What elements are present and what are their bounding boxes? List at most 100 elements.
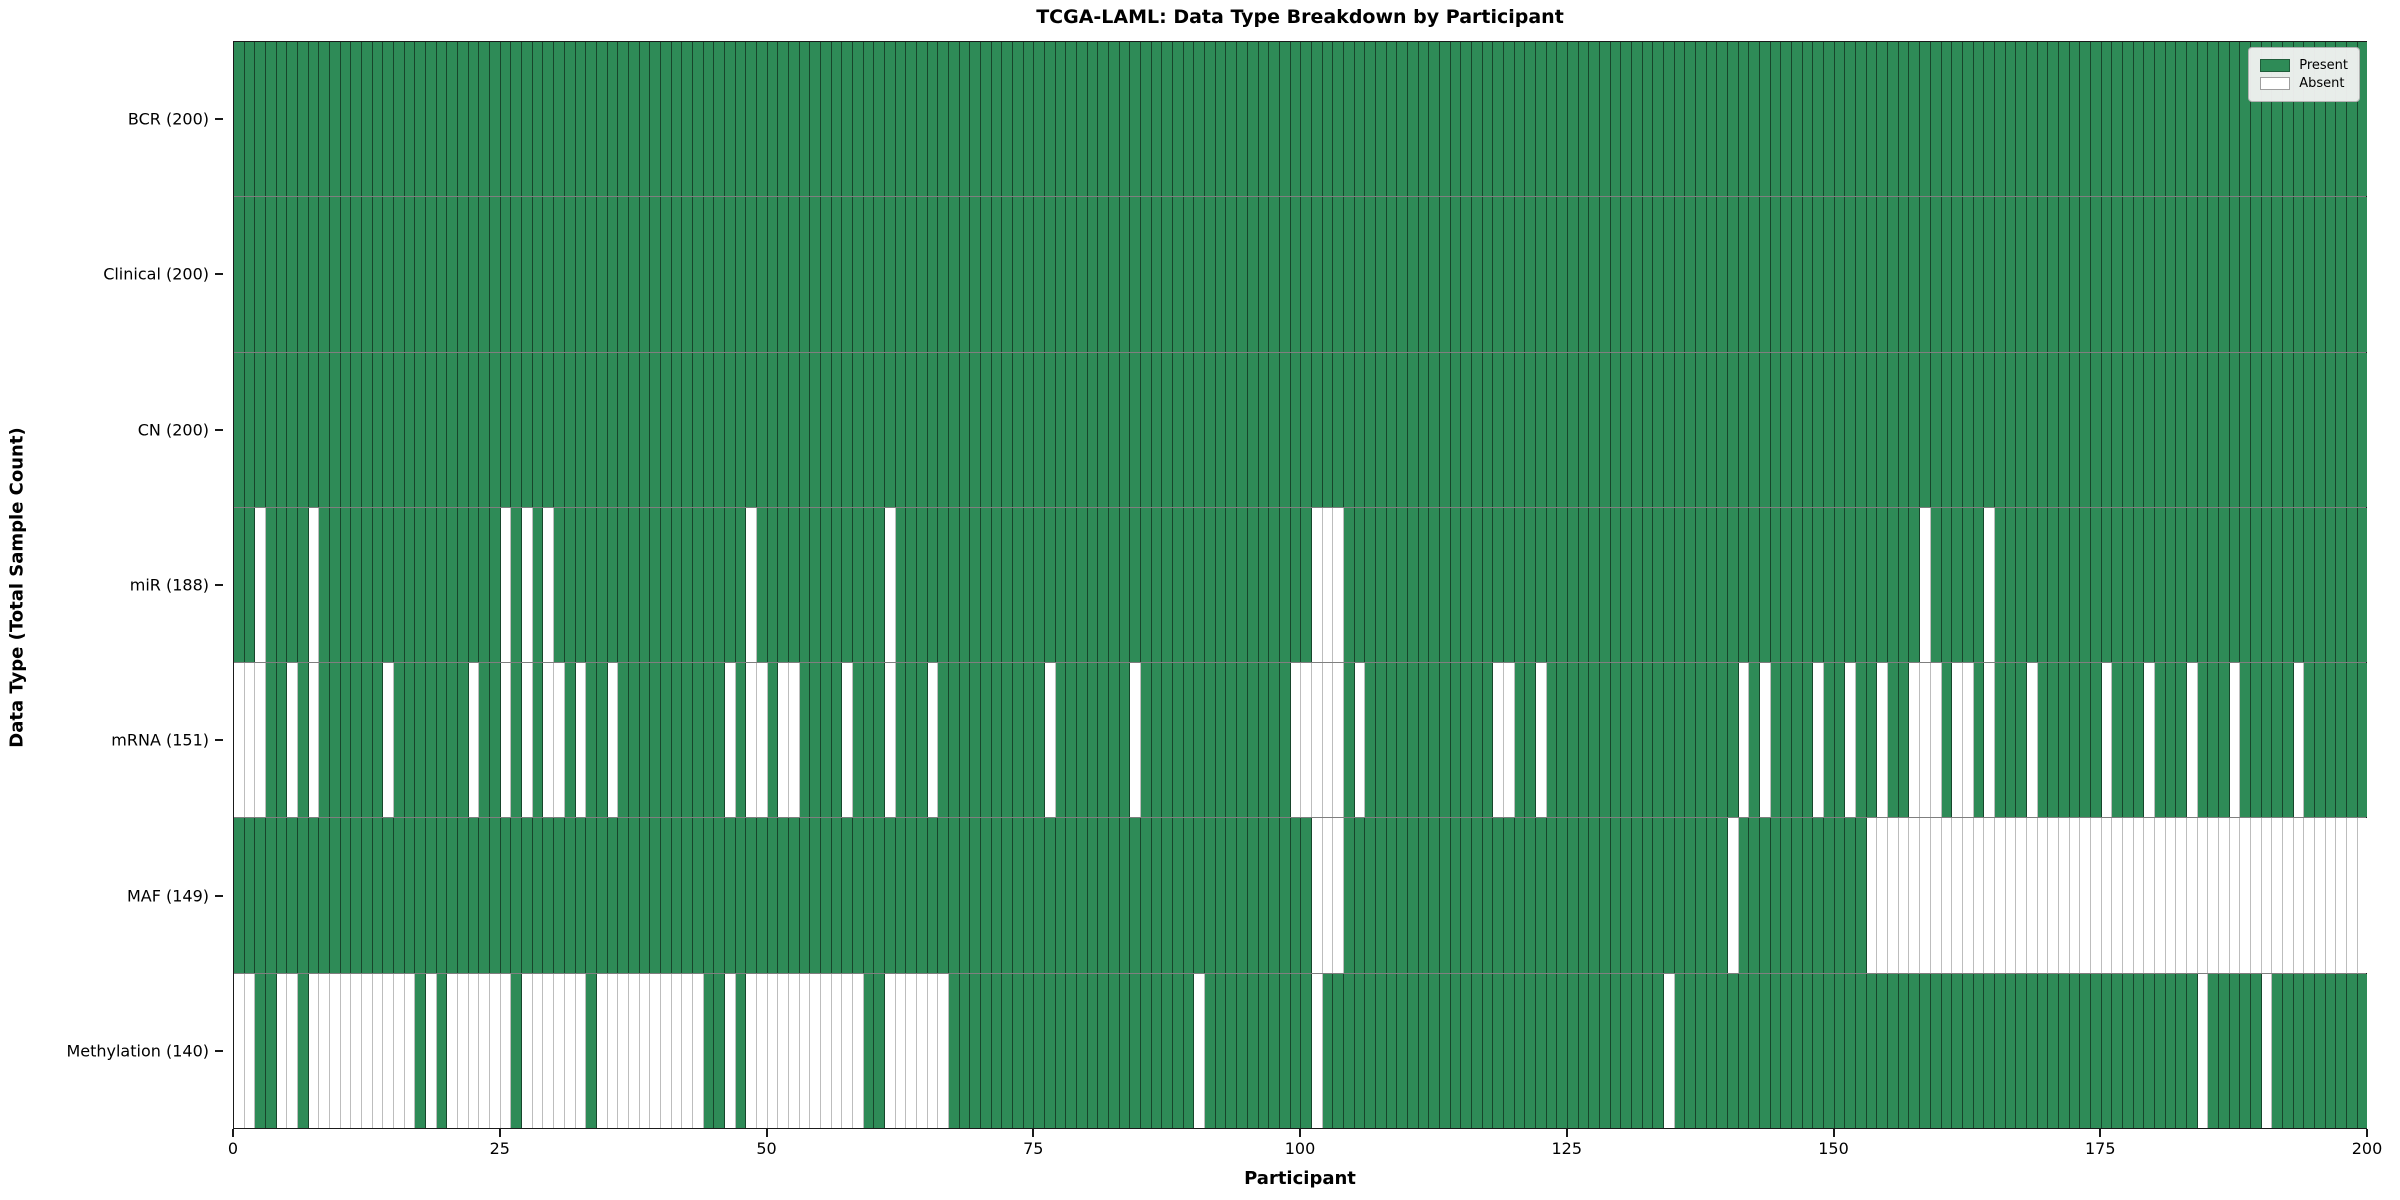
heatmap-cell (1397, 197, 1408, 352)
heatmap-cell (1098, 818, 1110, 973)
heatmap-cell (543, 973, 555, 1128)
x-tick-mark (1032, 1129, 1035, 1137)
heatmap-cell (1535, 818, 1547, 973)
heatmap-cell (1738, 663, 1750, 818)
heatmap-cell (1866, 197, 1878, 352)
heatmap-cell (1824, 352, 1835, 507)
heatmap-cell (404, 973, 416, 1128)
heatmap-cell (586, 973, 597, 1128)
heatmap-cell (1013, 42, 1024, 197)
heatmap-cell (1045, 197, 1056, 352)
heatmap-cell (255, 973, 267, 1128)
heatmap-cell (895, 352, 907, 507)
heatmap-cell (447, 973, 459, 1128)
heatmap-cell (1162, 352, 1174, 507)
heatmap-cell (1087, 352, 1099, 507)
chart-title: TCGA-LAML: Data Type Breakdown by Partic… (1036, 6, 1564, 28)
heatmap-cell (1215, 197, 1227, 352)
heatmap-cell (1365, 42, 1376, 197)
heatmap-cell (874, 663, 885, 818)
heatmap-cell (1098, 352, 1110, 507)
heatmap-cell (2144, 507, 2155, 663)
heatmap-cell (1738, 197, 1750, 352)
heatmap-cell (1994, 352, 2006, 507)
heatmap-cell (1557, 818, 1568, 973)
heatmap-cell (1589, 663, 1600, 818)
heatmap-cell (596, 973, 608, 1128)
heatmap-cell (1279, 352, 1291, 507)
heatmap-cell (1824, 818, 1835, 973)
heatmap-cell (1439, 42, 1451, 197)
heatmap-cell (2005, 507, 2017, 663)
heatmap-cell (479, 197, 491, 352)
heatmap-cell (1621, 663, 1633, 818)
heatmap-cell (1151, 42, 1163, 197)
heatmap-cell (2357, 352, 2368, 507)
heatmap-cell (276, 507, 288, 663)
heatmap-cell (884, 973, 896, 1128)
heatmap-cell (1994, 818, 2006, 973)
heatmap-cell (1023, 42, 1035, 197)
heatmap-cell (2293, 818, 2305, 973)
heatmap-cell (330, 663, 341, 818)
heatmap-cell (319, 973, 331, 1128)
heatmap-cell (479, 507, 491, 663)
heatmap-cell (1311, 197, 1323, 352)
heatmap-cell (1909, 197, 1921, 352)
heatmap-cell (2250, 352, 2262, 507)
heatmap-cell (1845, 663, 1857, 818)
heatmap-cell (468, 507, 480, 663)
heatmap-cell (863, 973, 875, 1128)
heatmap-cell (2069, 197, 2081, 352)
heatmap-cell (1162, 197, 1174, 352)
heatmap-cell (415, 663, 427, 818)
heatmap-cell (949, 42, 960, 197)
heatmap-cell (394, 507, 405, 663)
heatmap-cell (490, 42, 501, 197)
heatmap-cell (1941, 507, 1953, 663)
heatmap-cell (1279, 973, 1291, 1128)
heatmap-cell (1632, 818, 1643, 973)
heatmap-cell (831, 42, 843, 197)
heatmap-cell (1685, 507, 1697, 663)
heatmap-cell (447, 197, 459, 352)
heatmap-cell (1770, 352, 1782, 507)
heatmap-cell (1034, 352, 1046, 507)
heatmap-cell (650, 42, 661, 197)
heatmap-cell (735, 663, 747, 818)
heatmap-cell (1333, 818, 1344, 973)
heatmap-cell (1514, 197, 1526, 352)
heatmap-cell (1952, 973, 1963, 1128)
heatmap-cell (2080, 973, 2091, 1128)
heatmap-cell (2336, 197, 2348, 352)
heatmap-cell (1290, 818, 1302, 973)
heatmap-cell (2240, 507, 2251, 663)
heatmap-cell (532, 818, 544, 973)
heatmap-cell (340, 663, 352, 818)
heatmap-cell (266, 197, 277, 352)
heatmap-cell (650, 973, 661, 1128)
heatmap-cell (724, 42, 736, 197)
heatmap-cell (468, 352, 480, 507)
heatmap-cell (735, 352, 747, 507)
heatmap-cell (756, 818, 768, 973)
heatmap-cell (1247, 42, 1259, 197)
heatmap-cell (2048, 197, 2059, 352)
heatmap-cell (500, 197, 512, 352)
heatmap-cell (2315, 507, 2326, 663)
heatmap-cell (1834, 973, 1846, 1128)
heatmap-cell (1781, 973, 1793, 1128)
heatmap-cell (991, 663, 1003, 818)
heatmap-cell (1173, 42, 1184, 197)
heatmap-cell (586, 42, 597, 197)
heatmap-cell (2315, 663, 2326, 818)
heatmap-cell (383, 818, 395, 973)
heatmap-cell (308, 663, 320, 818)
heatmap-cell (1920, 663, 1931, 818)
heatmap-cell (852, 507, 864, 663)
heatmap-cell (2325, 818, 2337, 973)
heatmap-cell (1909, 352, 1921, 507)
heatmap-cell (330, 507, 341, 663)
heatmap-cell (1781, 197, 1793, 352)
x-tick-label-75: 75 (1023, 1139, 1044, 1158)
